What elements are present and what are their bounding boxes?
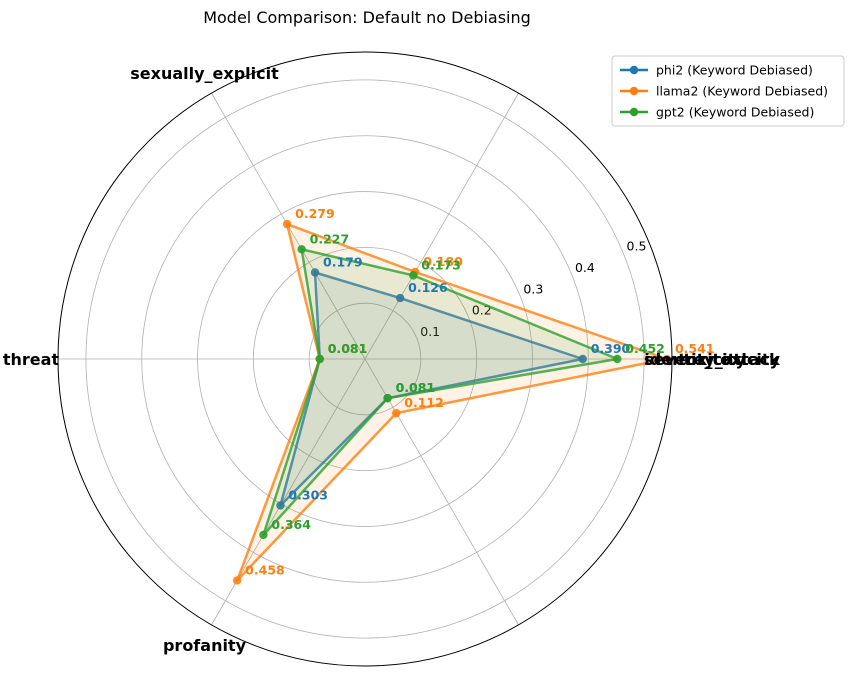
series-fill <box>263 249 618 536</box>
series-fill <box>237 224 667 581</box>
data-label: 0.081 <box>328 341 368 356</box>
series-point <box>578 354 587 364</box>
series-point <box>662 354 672 364</box>
data-label: 0.458 <box>245 562 285 577</box>
series-point <box>259 530 268 540</box>
legend-swatch-marker <box>629 65 639 75</box>
legend-entry-label: llama2 (Keyword Debiased) <box>656 84 828 99</box>
axis-label-toxicity: toxicity <box>678 350 746 369</box>
axis-label-severe_toxicity: severe_toxicity <box>644 350 780 369</box>
data-label: 0.541 <box>675 341 715 356</box>
series-point <box>282 219 292 229</box>
data-label: 0.227 <box>310 231 350 246</box>
radial-tick-label: 0.5 <box>627 239 647 254</box>
data-label: 0.180 <box>423 254 463 269</box>
radar-series <box>232 219 672 585</box>
data-label: 0.173 <box>421 257 461 272</box>
data-label: 0.081 <box>328 341 368 356</box>
data-label: 0.303 <box>288 487 328 502</box>
series-point <box>276 501 285 510</box>
series-point <box>297 245 306 254</box>
series-point <box>232 576 242 585</box>
data-label: 0.081 <box>328 341 368 356</box>
data-label: 0.364 <box>271 517 311 532</box>
legend-swatch-marker <box>629 107 639 117</box>
data-label: 0.112 <box>404 395 444 410</box>
legend-entry-label: gpt2 (Keyword Debiased) <box>656 105 814 120</box>
series-point <box>310 268 320 277</box>
data-label: 0.390 <box>591 341 631 356</box>
legend-frame <box>611 55 845 127</box>
radial-tick-label: 0.4 <box>575 260 595 275</box>
axis-label-identity_attack: identity_attack <box>644 350 780 369</box>
radial-tick-label: 0.1 <box>420 324 440 339</box>
series-point <box>392 408 401 418</box>
spoke-line <box>364 358 519 626</box>
series-point <box>395 293 405 303</box>
legend-entry-label: phi2 (Keyword Debiased) <box>656 63 813 78</box>
data-label: 0.081 <box>396 380 436 395</box>
series-point <box>315 354 324 364</box>
chart-title: Model Comparison: Default no Debiasing <box>203 8 531 27</box>
legend: phi2 (Keyword Debiased) llama2 (Keyword D… <box>611 55 845 127</box>
data-label: 0.452 <box>625 341 665 356</box>
data-label: 0.179 <box>323 254 363 269</box>
spoke-line <box>364 92 519 360</box>
axis-label-threat: threat <box>3 350 60 369</box>
series-point <box>613 354 622 364</box>
data-label: 0.126 <box>408 280 448 295</box>
axis-label-profanity: profanity <box>163 636 247 655</box>
radial-tick-label: 0.3 <box>523 281 543 296</box>
series-point <box>383 393 392 403</box>
series-point <box>409 271 418 280</box>
data-label: 0.279 <box>295 206 335 221</box>
axis-label-sexually_explicit: sexually_explicit <box>130 64 279 83</box>
outer-frame <box>57 51 673 667</box>
data-label: 0.081 <box>396 380 436 395</box>
legend-swatch-marker <box>629 86 639 96</box>
